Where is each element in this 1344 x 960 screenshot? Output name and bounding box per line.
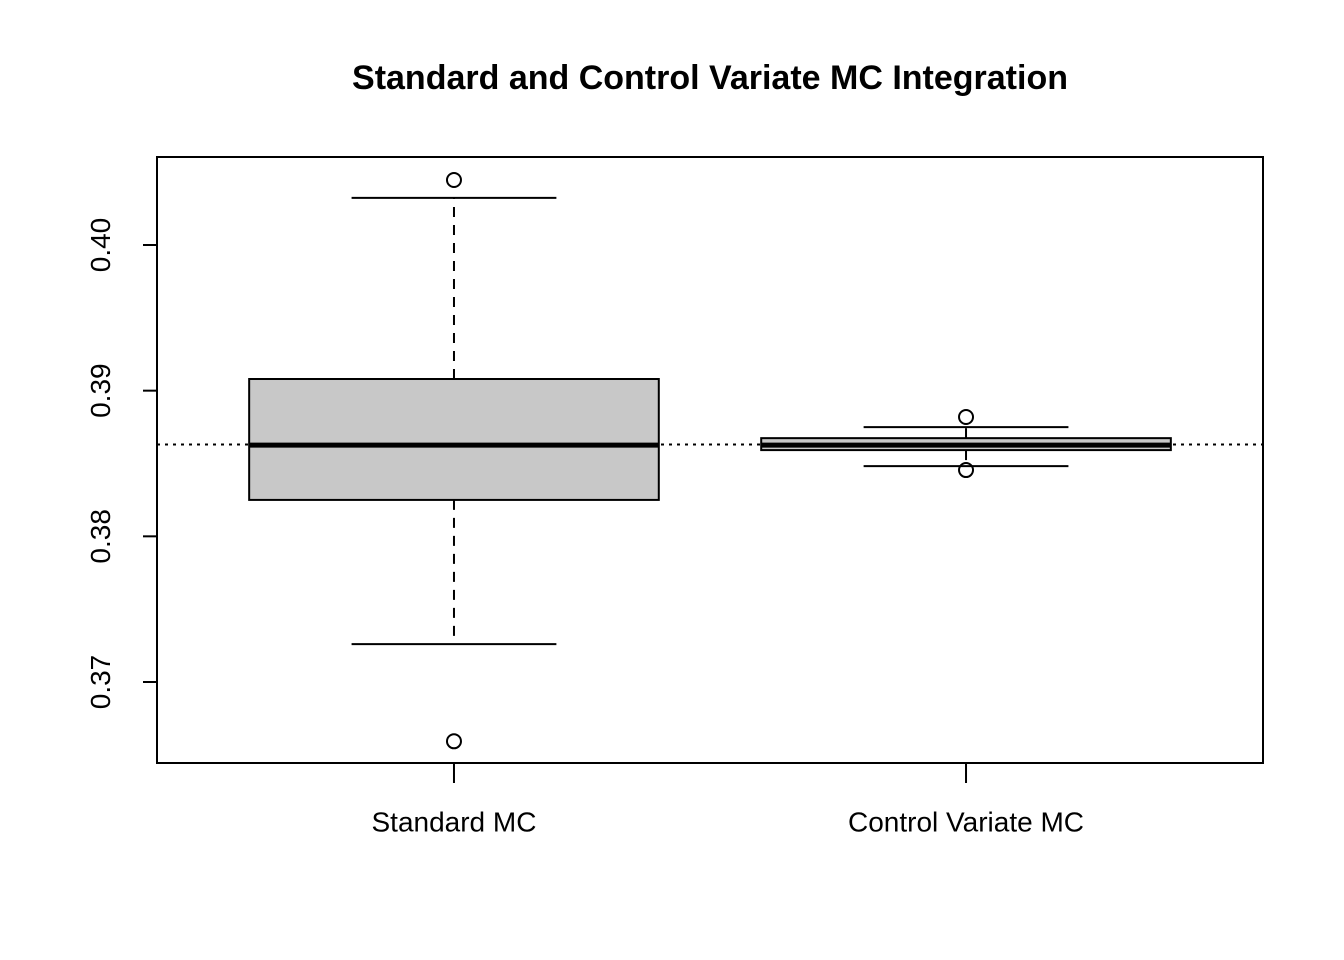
y-tick-label: 0.40: [85, 218, 116, 273]
outlier: [958, 409, 975, 426]
x-tick-label: Standard MC: [371, 806, 536, 837]
outlier: [445, 172, 462, 189]
plot-frame: [156, 156, 1264, 764]
y-tick-label: 0.39: [85, 363, 116, 418]
outlier: [445, 733, 462, 750]
box: [248, 378, 660, 501]
outlier: [958, 462, 975, 479]
y-tick-label: 0.37: [85, 655, 116, 710]
y-tick-label: 0.38: [85, 509, 116, 564]
chart-title: Standard and Control Variate MC Integrat…: [352, 59, 1068, 97]
x-tick-label: Control Variate MC: [848, 806, 1084, 837]
